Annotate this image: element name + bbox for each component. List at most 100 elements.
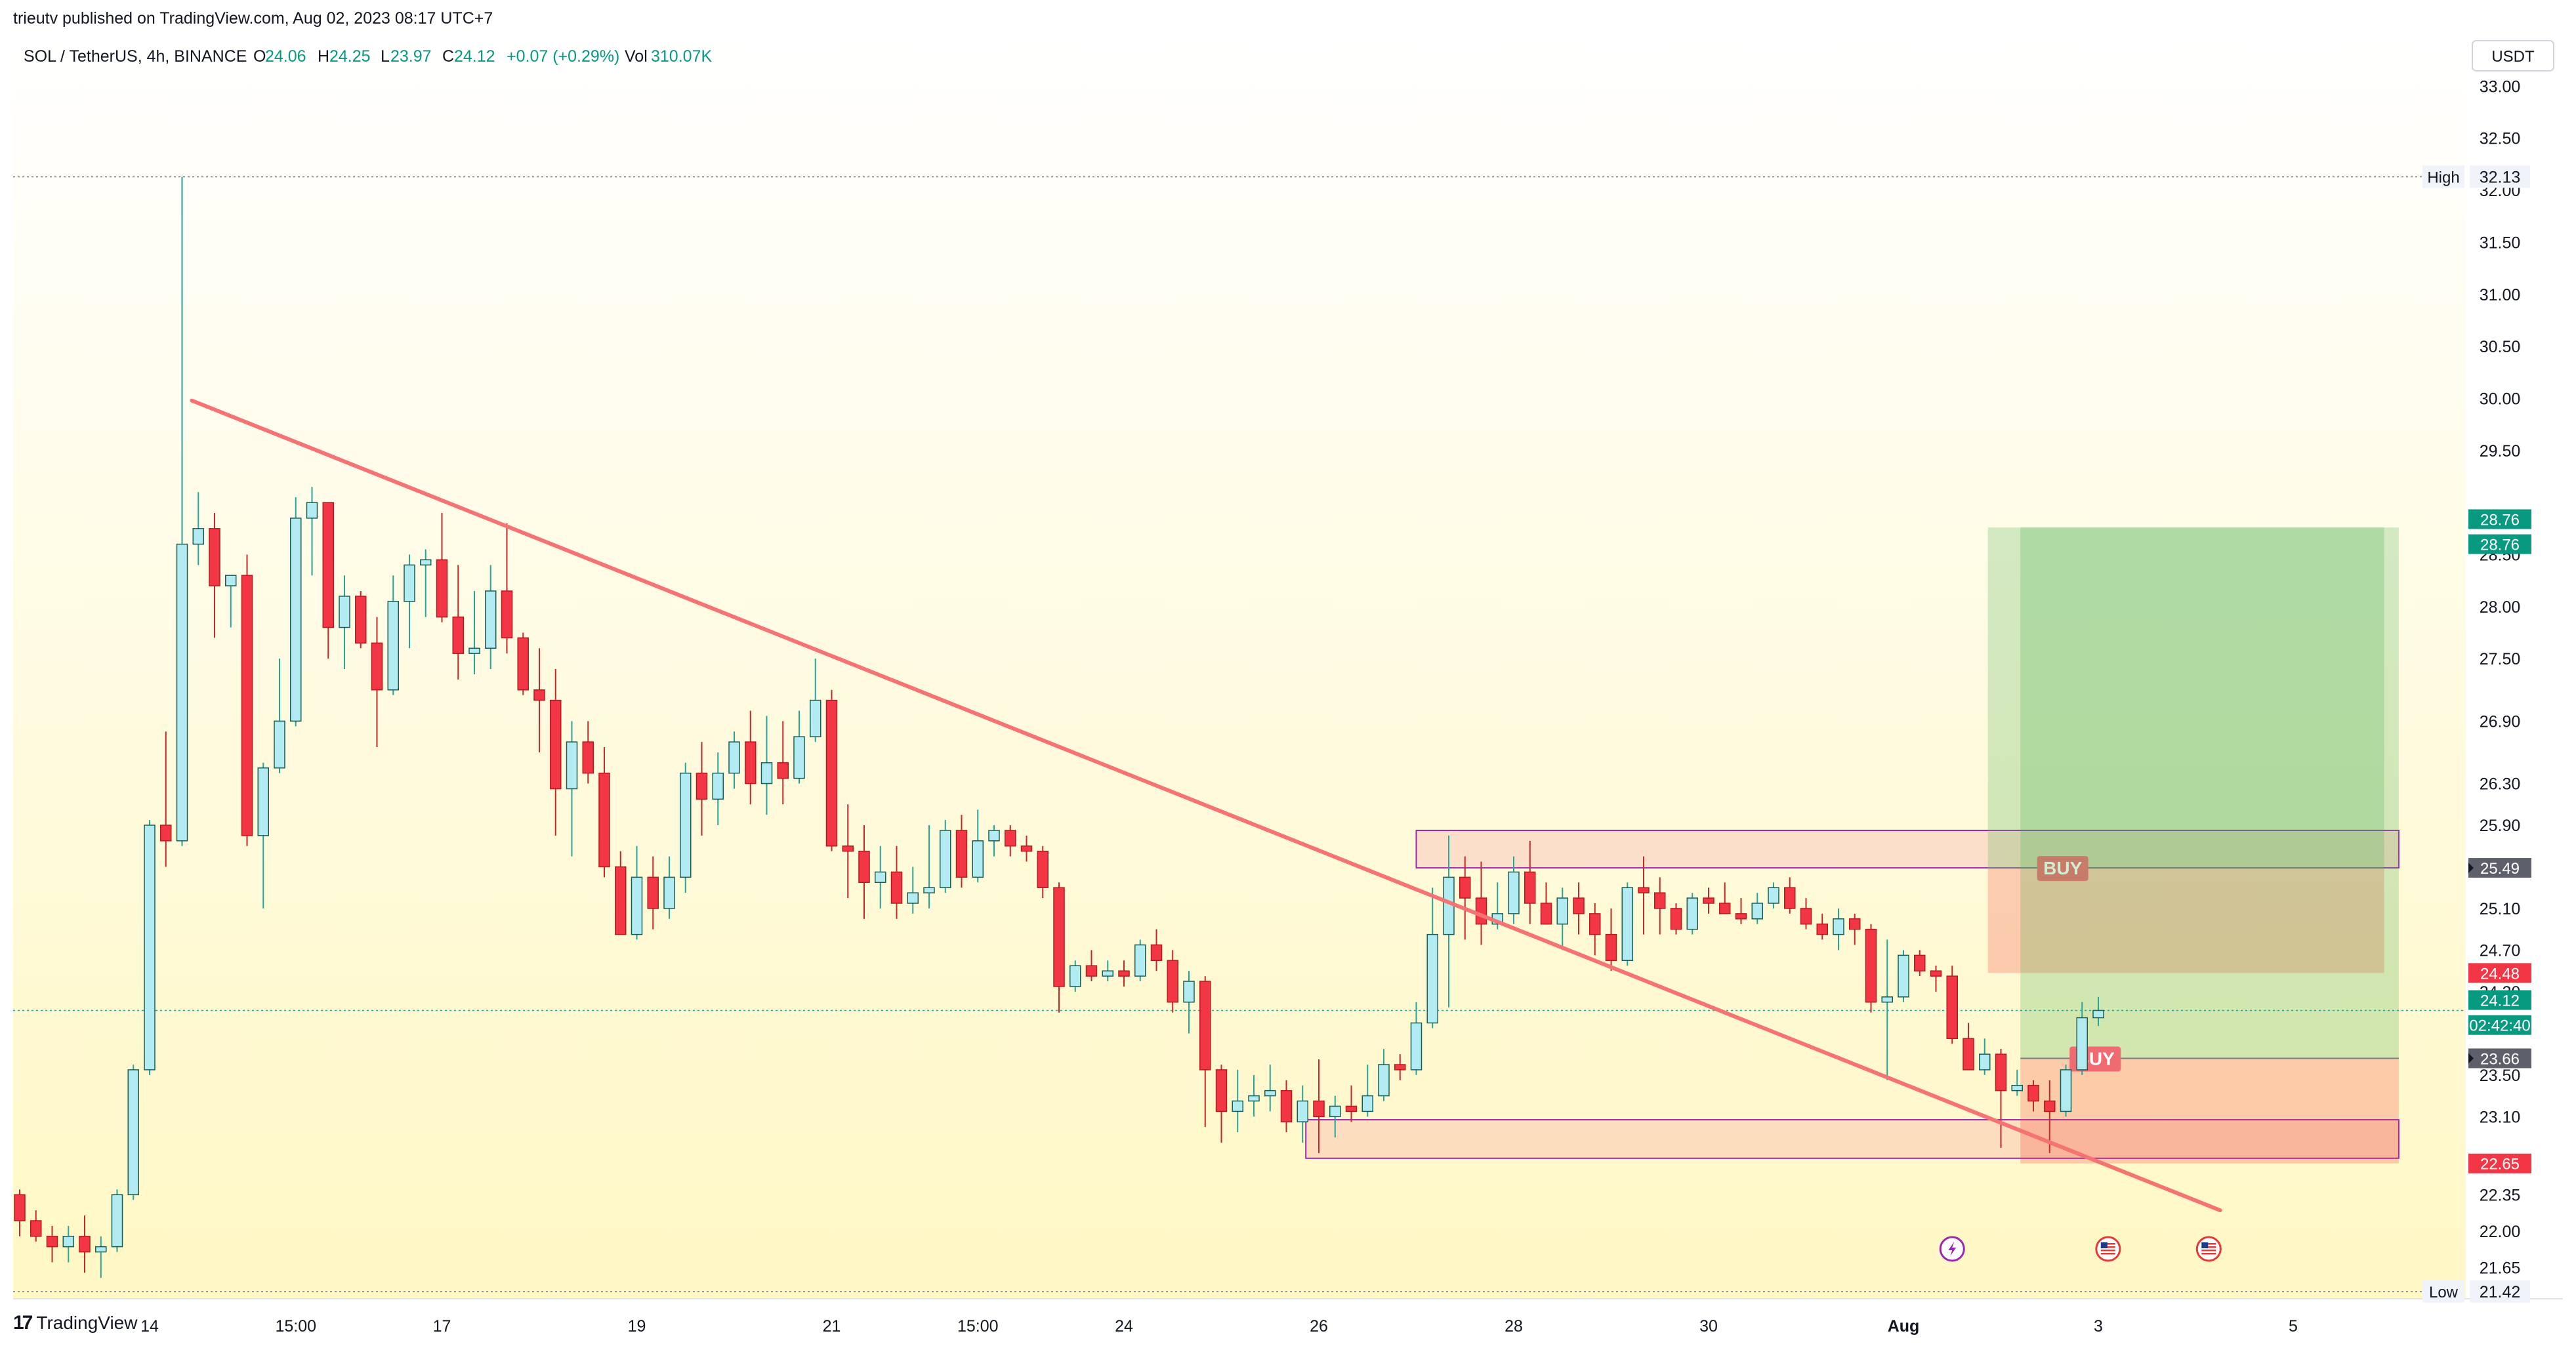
candle-body[interactable] — [1329, 1105, 1341, 1118]
candle-body[interactable] — [1638, 887, 1650, 893]
candle-body[interactable] — [550, 699, 562, 790]
candle-body[interactable] — [1540, 903, 1552, 925]
candle-body[interactable] — [1345, 1105, 1358, 1112]
candle-body[interactable] — [1005, 830, 1016, 847]
candle-body[interactable] — [485, 590, 497, 649]
candle-body[interactable] — [825, 699, 838, 847]
position-target-0[interactable] — [1987, 527, 2384, 868]
candle-body[interactable] — [144, 825, 156, 1071]
candle-body[interactable] — [436, 559, 448, 618]
candle-body[interactable] — [111, 1194, 123, 1248]
candle-body[interactable] — [209, 528, 220, 586]
candle-body[interactable] — [1865, 928, 1877, 1003]
candle-body[interactable] — [631, 876, 643, 935]
candle-body[interactable] — [1313, 1100, 1325, 1118]
candle-body[interactable] — [1459, 876, 1471, 899]
candle-body[interactable] — [745, 741, 757, 785]
candle-body[interactable] — [274, 720, 285, 769]
us-flag-icon[interactable] — [2095, 1236, 2121, 1262]
candle-body[interactable] — [1118, 970, 1130, 977]
candle-body[interactable] — [517, 637, 529, 691]
candle-body[interactable] — [1963, 1038, 1974, 1071]
candle-body[interactable] — [2044, 1100, 2056, 1112]
candle-body[interactable] — [1524, 871, 1536, 904]
candle-body[interactable] — [1898, 954, 1909, 998]
candle-body[interactable] — [1085, 965, 1098, 977]
candle-body[interactable] — [1378, 1064, 1390, 1097]
candle-body[interactable] — [1167, 960, 1178, 1003]
candle-body[interactable] — [680, 772, 692, 878]
candle-body[interactable] — [306, 502, 318, 519]
candle-body[interactable] — [875, 871, 886, 884]
candle-body[interactable] — [712, 772, 724, 800]
candle-body[interactable] — [1410, 1022, 1423, 1071]
tradingview-logo[interactable]: 17 TradingView — [13, 1312, 137, 1334]
candle-body[interactable] — [1475, 897, 1487, 925]
candle-body[interactable] — [452, 616, 464, 654]
candle-body[interactable] — [1037, 850, 1049, 888]
candle-body[interactable] — [1264, 1090, 1276, 1097]
candle-body[interactable] — [14, 1194, 26, 1221]
candle-body[interactable] — [420, 559, 432, 566]
candle-body[interactable] — [79, 1236, 91, 1253]
zone-rect-0[interactable] — [1305, 1119, 2399, 1159]
candle-body[interactable] — [160, 825, 172, 842]
candle-body[interactable] — [777, 762, 789, 779]
candle-body[interactable] — [1751, 903, 1763, 920]
candle-body[interactable] — [1800, 908, 1812, 925]
candle-body[interactable] — [1280, 1090, 1293, 1122]
candle-body[interactable] — [2060, 1069, 2072, 1112]
candle-body[interactable] — [1930, 970, 1942, 977]
candle-body[interactable] — [290, 518, 302, 722]
candle-body[interactable] — [355, 596, 367, 644]
candle-body[interactable] — [241, 575, 253, 836]
candle-body[interactable] — [1703, 897, 1714, 904]
lightning-icon[interactable] — [1939, 1236, 1965, 1262]
candle-body[interactable] — [810, 699, 821, 737]
candle-body[interactable] — [1605, 933, 1617, 962]
candle-body[interactable] — [1020, 846, 1033, 852]
candle-body[interactable] — [1199, 981, 1211, 1071]
candle-body[interactable] — [696, 772, 708, 800]
candle-body[interactable] — [225, 575, 237, 586]
candle-body[interactable] — [1232, 1100, 1243, 1112]
candle-body[interactable] — [1297, 1100, 1308, 1122]
candle-body[interactable] — [988, 830, 1000, 842]
candle-body[interactable] — [371, 642, 383, 691]
candle-body[interactable] — [1686, 897, 1698, 930]
candle-body[interactable] — [1426, 933, 1438, 1024]
candle-body[interactable] — [858, 850, 870, 884]
candle-body[interactable] — [1735, 913, 1747, 920]
candle-body[interactable] — [615, 866, 627, 935]
candle-body[interactable] — [387, 601, 399, 691]
trendline[interactable] — [190, 398, 2222, 1213]
position-stop-1[interactable] — [2020, 1058, 2399, 1164]
candle-body[interactable] — [46, 1236, 58, 1248]
candle-body[interactable] — [468, 647, 480, 654]
candle-body[interactable] — [663, 876, 675, 909]
candle-body[interactable] — [1979, 1053, 1991, 1071]
candle-body[interactable] — [1556, 897, 1568, 925]
candle-body[interactable] — [1248, 1095, 1260, 1102]
currency-button[interactable]: USDT — [2472, 40, 2554, 71]
candle-body[interactable] — [1102, 970, 1113, 977]
candle-body[interactable] — [1183, 981, 1195, 1003]
candle-body[interactable] — [533, 689, 545, 701]
candle-body[interactable] — [1816, 924, 1828, 935]
candle-body[interactable] — [598, 772, 610, 868]
candle-body[interactable] — [339, 596, 350, 628]
candle-body[interactable] — [728, 741, 740, 774]
candle-body[interactable] — [1833, 918, 1844, 935]
position-target-1[interactable] — [2020, 527, 2399, 1059]
candle-body[interactable] — [127, 1069, 139, 1196]
candle-body[interactable] — [972, 840, 984, 878]
candle-body[interactable] — [1995, 1053, 2007, 1091]
candle-body[interactable] — [1150, 944, 1163, 962]
candle-body[interactable] — [793, 736, 805, 779]
candle-body[interactable] — [176, 543, 188, 842]
candle-body[interactable] — [322, 502, 334, 628]
candle-body[interactable] — [1394, 1064, 1406, 1071]
candle-body[interactable] — [1914, 954, 1926, 971]
candle-body[interactable] — [1053, 887, 1065, 987]
candle-body[interactable] — [1621, 887, 1633, 962]
